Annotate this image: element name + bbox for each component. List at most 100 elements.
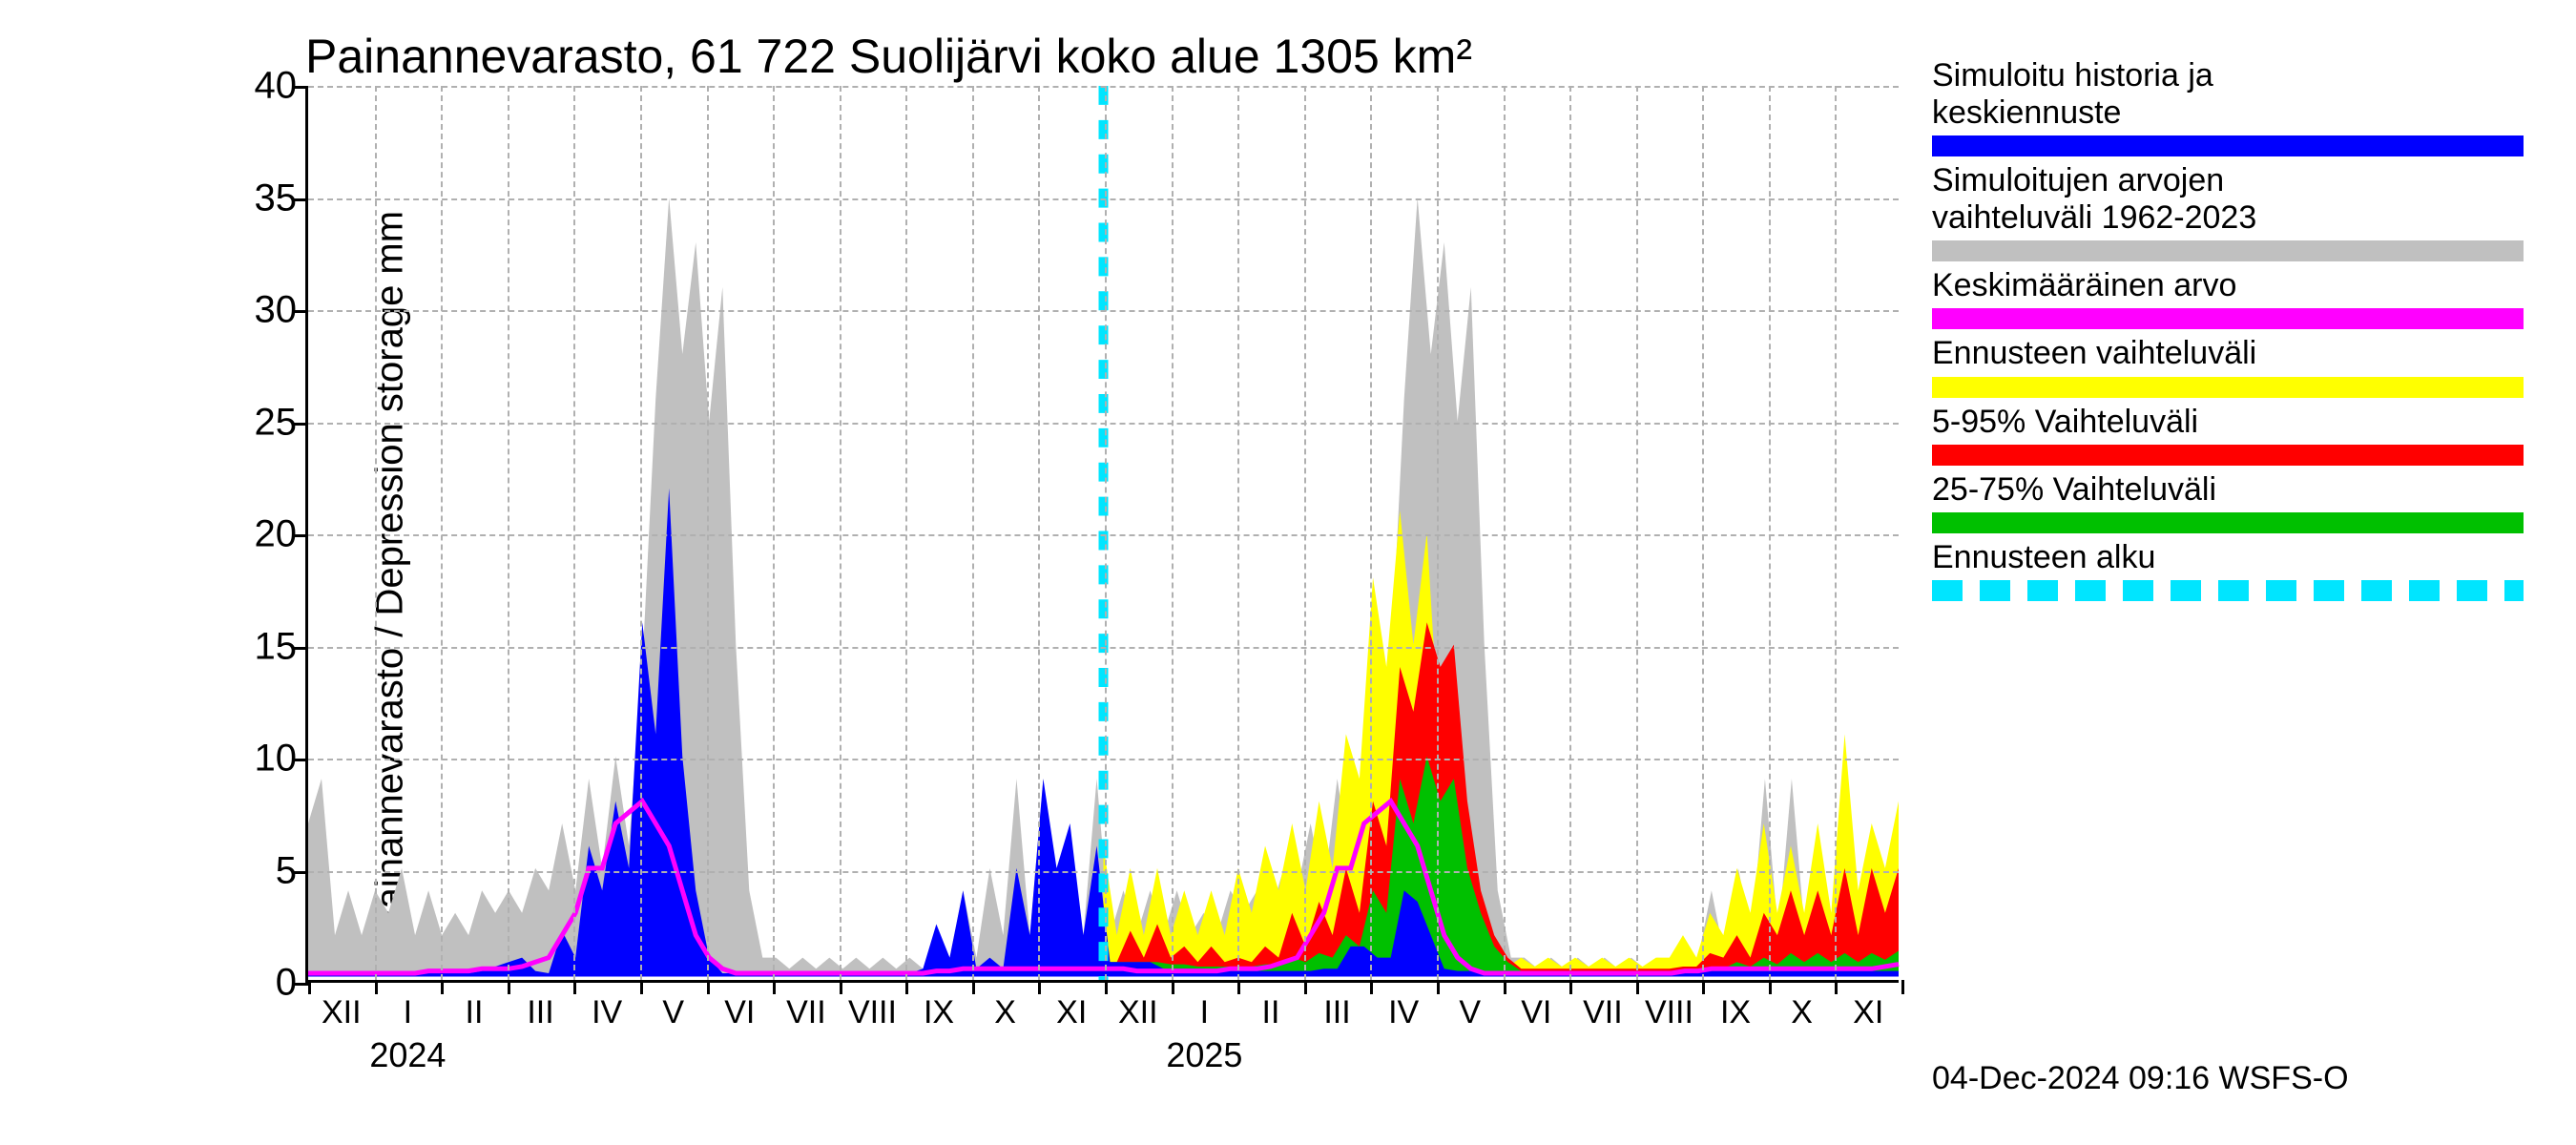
gridline-v — [375, 86, 377, 980]
x-tick-mark — [1901, 980, 1904, 994]
x-tick-label: X — [1791, 994, 1813, 1031]
y-tick-label: 15 — [255, 625, 298, 668]
y-tick-label: 25 — [255, 401, 298, 444]
gridline-v — [508, 86, 509, 980]
legend-label: vaihteluväli 1962-2023 — [1932, 199, 2524, 237]
gridline-v — [1835, 86, 1837, 980]
x-tick-label: II — [466, 994, 484, 1031]
x-tick-label: V — [1459, 994, 1481, 1031]
x-tick-label: IV — [592, 994, 622, 1031]
legend: Simuloitu historia jakeskiennusteSimuloi… — [1932, 57, 2524, 607]
gridline-v — [1569, 86, 1571, 980]
x-tick-label: II — [1262, 994, 1280, 1031]
y-tick-label: 5 — [276, 849, 297, 892]
legend-label: Ennusteen alku — [1932, 539, 2524, 576]
y-tick-label: 35 — [255, 177, 298, 219]
x-tick-mark — [1702, 980, 1705, 994]
x-tick-label: VI — [1521, 994, 1551, 1031]
x-year-label: 2024 — [369, 1035, 446, 1075]
x-tick-label: III — [1323, 994, 1350, 1031]
x-tick-label: VIII — [848, 994, 897, 1031]
gridline-v — [573, 86, 575, 980]
gridline-v — [640, 86, 642, 980]
gridline-v — [1370, 86, 1372, 980]
gridline-h — [308, 310, 1899, 312]
x-tick-label: X — [994, 994, 1016, 1031]
x-tick-mark — [308, 980, 311, 994]
gridline-v — [972, 86, 974, 980]
gridline-h — [308, 86, 1899, 88]
legend-item: Ennusteen alku — [1932, 539, 2524, 601]
gridline-h — [308, 871, 1899, 873]
x-tick-mark — [905, 980, 908, 994]
x-tick-label: III — [527, 994, 553, 1031]
gridline-h — [308, 647, 1899, 649]
x-tick-mark — [508, 980, 510, 994]
gridline-v — [441, 86, 443, 980]
x-tick-mark — [1569, 980, 1572, 994]
x-tick-mark — [1304, 980, 1307, 994]
legend-swatch — [1932, 445, 2524, 466]
x-tick-mark — [1504, 980, 1506, 994]
x-tick-label: XII — [322, 994, 362, 1031]
x-tick-mark — [573, 980, 576, 994]
x-tick-label: VII — [1583, 994, 1623, 1031]
gridline-v — [1437, 86, 1439, 980]
legend-swatch — [1932, 512, 2524, 533]
legend-label: Ennusteen vaihteluväli — [1932, 335, 2524, 372]
gridline-v — [1038, 86, 1040, 980]
gridline-h — [308, 198, 1899, 200]
gridline-v — [1769, 86, 1771, 980]
gridline-h — [308, 423, 1899, 425]
x-tick-label: I — [1200, 994, 1209, 1031]
x-tick-label: IX — [1720, 994, 1751, 1031]
plot-area: 0510152025303540XIIIIIIIIIVVVIVIIVIIIIXX… — [305, 86, 1899, 983]
legend-item: Ennusteen vaihteluväli — [1932, 335, 2524, 397]
x-tick-mark — [441, 980, 444, 994]
x-tick-label: VI — [724, 994, 755, 1031]
gridline-h — [308, 534, 1899, 536]
timestamp: 04-Dec-2024 09:16 WSFS-O — [1932, 1060, 2349, 1097]
legend-swatch — [1932, 377, 2524, 398]
legend-label: Keskimääräinen arvo — [1932, 267, 2524, 304]
legend-item: Simuloitu historia jakeskiennuste — [1932, 57, 2524, 156]
legend-item: 5-95% Vaihteluväli — [1932, 404, 2524, 466]
gridline-v — [707, 86, 709, 980]
chart-container: Painannevarasto / Depression storage mm … — [38, 38, 2538, 1107]
x-tick-mark — [1038, 980, 1041, 994]
gridline-v — [1237, 86, 1239, 980]
chart-svg — [308, 86, 1899, 980]
x-tick-mark — [1437, 980, 1440, 994]
legend-swatch — [1932, 135, 2524, 156]
y-tick-label: 20 — [255, 513, 298, 556]
x-tick-mark — [1172, 980, 1174, 994]
legend-label: 5-95% Vaihteluväli — [1932, 404, 2524, 441]
x-tick-mark — [640, 980, 643, 994]
x-tick-mark — [1769, 980, 1772, 994]
x-tick-label: V — [662, 994, 684, 1031]
gridline-v — [773, 86, 775, 980]
x-tick-mark — [840, 980, 842, 994]
legend-label: Simuloitu historia ja — [1932, 57, 2524, 94]
gridline-v — [840, 86, 841, 980]
gridline-v — [1636, 86, 1638, 980]
gridline-h — [308, 759, 1899, 760]
x-tick-label: IV — [1388, 994, 1419, 1031]
y-tick-label: 10 — [255, 738, 298, 781]
x-tick-label: VII — [786, 994, 826, 1031]
x-tick-label: XII — [1118, 994, 1158, 1031]
x-tick-mark — [1237, 980, 1240, 994]
legend-item: Keskimääräinen arvo — [1932, 267, 2524, 329]
legend-item: 25-75% Vaihteluväli — [1932, 471, 2524, 533]
x-tick-mark — [1636, 980, 1639, 994]
legend-label: keskiennuste — [1932, 94, 2524, 132]
legend-label: Simuloitujen arvojen — [1932, 162, 2524, 199]
x-tick-mark — [1105, 980, 1108, 994]
x-tick-label: VIII — [1645, 994, 1693, 1031]
gridline-v — [1304, 86, 1306, 980]
gridline-v — [1172, 86, 1174, 980]
legend-swatch — [1932, 240, 2524, 261]
gridline-v — [905, 86, 907, 980]
gridline-v — [1702, 86, 1704, 980]
x-tick-mark — [375, 980, 378, 994]
